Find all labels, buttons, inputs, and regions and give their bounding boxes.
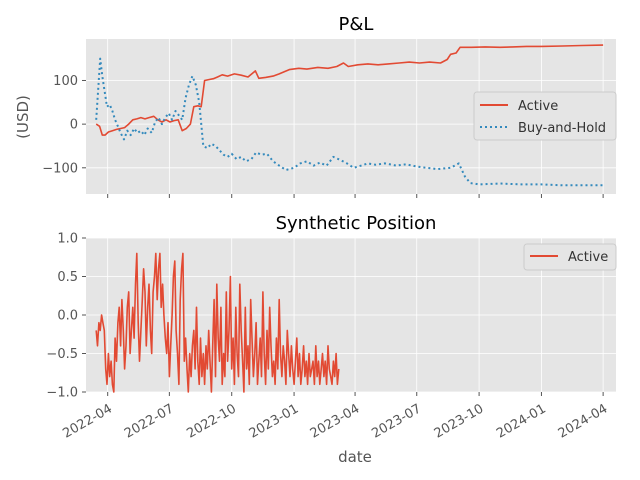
position-ytick-label-3: 0.5: [57, 270, 78, 285]
pnl-lines: [95, 44, 604, 187]
xtick-label-3: 2023-01: [247, 401, 302, 441]
xtick-label-5: 2023-07: [369, 401, 424, 441]
legend-active-label: Active: [518, 99, 558, 114]
xtick-label-0: 2022-04: [60, 401, 115, 441]
pnl-panel: −100 0 100 P&L (USD) Active Buy-and-Hold: [14, 14, 617, 198]
position-title: Synthetic Position: [276, 213, 437, 234]
xtick-label-7: 2024-01: [494, 401, 549, 441]
xtick-label-1: 2022-07: [122, 401, 177, 441]
x-axis-ticks: 2022-04 2022-07 2022-10 2023-01 2023-04 2023-…: [60, 392, 610, 442]
xtick-label-6: 2023-10: [432, 401, 487, 441]
pnl-title: P&L: [339, 14, 374, 35]
position-ytick-label-2: 0.0: [57, 309, 78, 324]
xtick-label-8: 2024-04: [556, 401, 611, 441]
position-lines: [95, 252, 340, 393]
pnl-legend: Active Buy-and-Hold: [473, 91, 617, 141]
pnl-legend-box: [473, 91, 617, 141]
x-axis-label: date: [338, 448, 372, 466]
pnl-y-ticks: −100 0 100: [42, 74, 604, 198]
pnl-y-axis-label: (USD): [14, 95, 32, 139]
pnl-ytick-label-2: 100: [53, 74, 78, 89]
legend-position-active-label: Active: [568, 250, 608, 265]
legend-buy-and-hold-label: Buy-and-Hold: [518, 121, 606, 136]
position-series-active: [95, 252, 340, 393]
pnl-ytick-label-1: 0: [70, 118, 78, 133]
position-panel: −1.0 −0.5 0.0 0.5 1.0 Synthetic Position Act…: [46, 213, 617, 466]
position-ytick-label-0: −1.0: [46, 386, 78, 401]
position-legend-box: [523, 243, 617, 271]
position-legend: Active: [523, 243, 617, 271]
position-y-ticks: −1.0 −0.5 0.0 0.5 1.0: [46, 232, 86, 401]
position-ytick-label-1: −0.5: [46, 347, 78, 362]
pnl-series-active: [95, 44, 604, 136]
pnl-ytick-label-0: −100: [42, 161, 78, 176]
xtick-label-2: 2022-10: [184, 401, 239, 441]
xtick-label-4: 2023-04: [308, 401, 363, 441]
position-ytick-label-4: 1.0: [57, 232, 78, 247]
